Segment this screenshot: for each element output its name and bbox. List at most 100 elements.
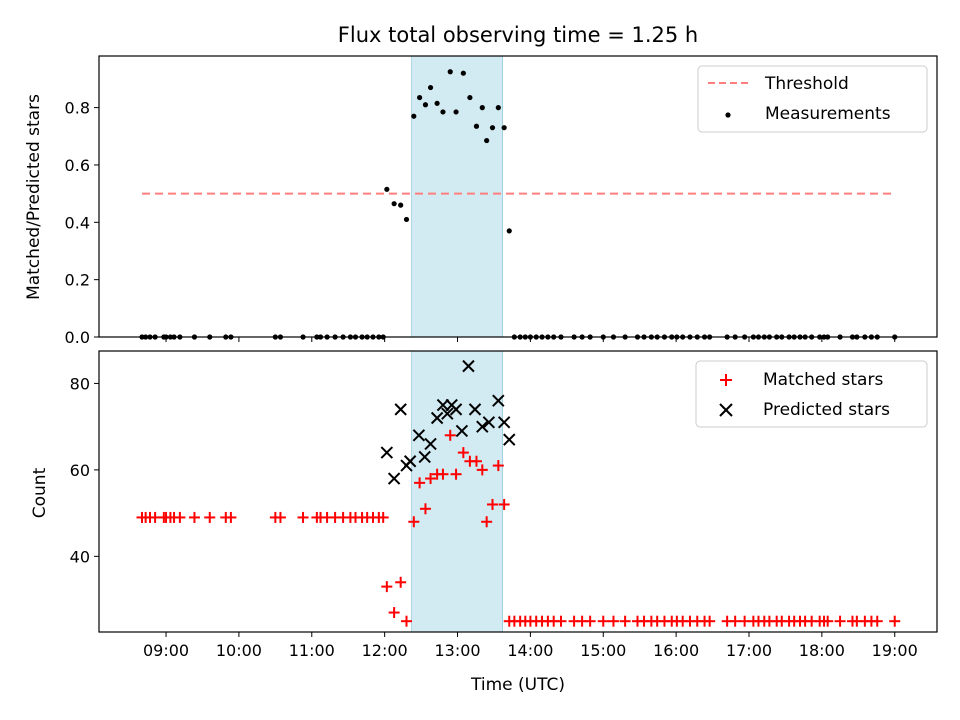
matched-star-point — [377, 511, 389, 523]
measurement-point — [495, 105, 501, 111]
top-y-axis-label: Matched/Predicted stars — [24, 94, 44, 300]
x-tick-label: 12:00 — [362, 641, 408, 660]
x-tick-label: 13:00 — [434, 641, 480, 660]
bottom-y-axis: 40 60 80 — [70, 374, 99, 566]
predicted-star-point-b — [503, 433, 516, 446]
x-axis-label: Time (UTC) — [470, 675, 565, 695]
matched-star-point — [889, 615, 901, 627]
predicted-star-point — [492, 394, 505, 407]
measurement-point — [398, 202, 404, 208]
measurement-point — [403, 216, 410, 223]
predicted-star-point — [430, 411, 444, 425]
predicted-star-point-b — [418, 450, 431, 464]
y-tick-label: 60 — [70, 461, 90, 480]
matched-star-point — [188, 511, 200, 523]
measurement-point — [427, 84, 434, 91]
matched-star-point — [476, 464, 488, 476]
measurement-point — [447, 69, 453, 75]
matched-star-point — [597, 615, 609, 627]
top-legend-box — [697, 65, 928, 133]
matched-star-point — [555, 615, 567, 627]
measurement-point — [453, 109, 459, 115]
matched-star-point — [297, 511, 309, 523]
predicted-star-point — [468, 403, 482, 416]
predicted-star-point — [394, 403, 407, 416]
predicted-star-point-b — [394, 403, 407, 416]
measurement-point — [479, 105, 485, 111]
bottom-panel: 40 60 80 09:00 10:00 11:00 12:00 13:00 14:00 15:… — [30, 350, 938, 695]
matched-star-point — [871, 615, 883, 627]
measurement-point — [391, 201, 397, 207]
legend-measurements-swatch — [725, 112, 731, 118]
matched-star-point — [425, 473, 437, 485]
matched-star-point — [388, 607, 400, 619]
matched-star-point — [486, 498, 498, 510]
predicted-star-point — [462, 359, 475, 373]
predicted-star-point — [497, 416, 511, 429]
predicted-star-point — [503, 433, 516, 446]
legend-measurements-label: Measurements — [765, 104, 891, 124]
matched-star-point — [619, 615, 631, 627]
matched-star-point — [498, 498, 510, 510]
matched-star-point — [481, 516, 493, 528]
predicted-star-point-b — [462, 359, 475, 373]
measurement-point — [411, 113, 417, 119]
matched-star-point — [607, 615, 619, 627]
measurement-point — [506, 228, 512, 234]
legend-predicted-swatch — [719, 403, 733, 417]
predicted-star-point — [380, 446, 394, 459]
predicted-star-point-b — [476, 420, 489, 433]
measurement-point — [467, 94, 473, 101]
bottom-legend-box — [695, 360, 928, 428]
matched-star-point — [401, 615, 413, 627]
x-tick-label: 10:00 — [216, 641, 262, 660]
x-tick-label: 16:00 — [653, 641, 699, 660]
y-tick-label: 0.6 — [65, 156, 90, 175]
top-legend: Threshold Measurements — [697, 65, 928, 133]
measurement-point — [489, 125, 496, 131]
measurement-point — [434, 100, 440, 106]
matched-star-point — [274, 511, 286, 523]
matched-star-point — [492, 460, 504, 472]
x-tick-label: 11:00 — [289, 641, 335, 660]
bottom-y-axis-label: Count — [30, 467, 50, 518]
matched-star-point — [381, 581, 393, 593]
top-x-ticks — [165, 337, 896, 342]
predicted-star-point-b — [387, 472, 401, 485]
y-tick-label: 0.8 — [65, 99, 90, 118]
predicted-star-point — [403, 455, 417, 468]
measurement-point — [460, 70, 466, 76]
matched-star-point — [408, 516, 420, 528]
predicted-star-point-b — [412, 429, 426, 442]
y-tick-label: 80 — [70, 374, 90, 393]
predicted-star-point-b — [430, 411, 444, 425]
y-tick-label: 40 — [70, 547, 90, 566]
top-shaded-region-layer — [411, 55, 503, 338]
matched-star-point — [437, 468, 449, 480]
y-tick-label: 0.2 — [65, 271, 90, 290]
legend-predicted-label: Predicted stars — [763, 400, 890, 420]
matched-star-point — [444, 429, 456, 441]
measurement-point — [422, 102, 429, 108]
matched-star-point — [419, 503, 431, 515]
predicted-star-point — [455, 424, 469, 438]
bottom-x-axis: 09:00 10:00 11:00 12:00 13:00 14:00 15:00 16:00… — [143, 632, 918, 660]
chart-title: Flux total observing time = 1.25 h — [338, 23, 698, 47]
predicted-star-point — [449, 403, 463, 416]
measurement-point — [440, 109, 446, 115]
predicted-star-point — [482, 416, 496, 429]
predicted-star-point-b — [492, 394, 505, 407]
y-tick-label: 0.0 — [65, 328, 90, 347]
measurement-point — [473, 123, 480, 129]
x-tick-label: 09:00 — [143, 641, 189, 660]
legend-matched-swatch — [720, 374, 732, 386]
predicted-star-point-b — [468, 403, 482, 416]
measurement-point — [417, 94, 423, 101]
predicted-star-point-b — [449, 403, 463, 416]
measurement-point — [501, 125, 507, 131]
predicted-star-point-b — [482, 416, 496, 429]
bottom-shaded-region-layer — [411, 350, 503, 633]
x-tick-label: 15:00 — [580, 641, 626, 660]
top-plot-frame — [98, 55, 938, 338]
top-y-axis: 0.0 0.2 0.4 0.6 0.8 — [65, 99, 99, 347]
